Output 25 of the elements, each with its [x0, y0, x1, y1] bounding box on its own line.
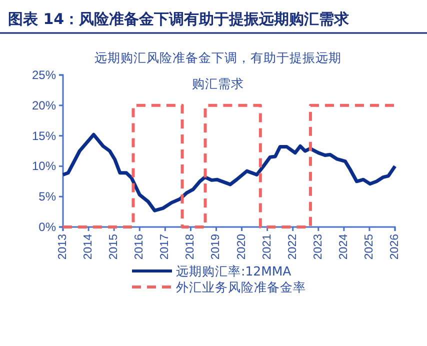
legend-label: 外汇业务风险准备金率: [176, 280, 306, 294]
x-tick-label: 2017: [159, 234, 172, 260]
x-tick-label: 2022: [286, 234, 299, 260]
y-tick-label: 15%: [32, 128, 56, 143]
x-tick-label: 2018: [184, 234, 197, 260]
x-tick-label: 2021: [261, 234, 274, 260]
x-tick-label: 2019: [210, 234, 222, 260]
x-tick-label: 2016: [134, 234, 146, 260]
x-tick-label: 2025: [363, 234, 376, 260]
x-tick-label: 2013: [57, 234, 69, 260]
x-tick-label: 2014: [82, 233, 95, 260]
y-tick-label: 5%: [38, 190, 56, 204]
annotation: 远期购汇风险准备金下调，有助于提振远期购汇需求: [94, 50, 342, 91]
x-tick-label: 2023: [312, 234, 324, 260]
y-tick-label: 10%: [32, 159, 56, 174]
y-tick-label: 25%: [32, 68, 56, 82]
chart-title: 图表 14：风险准备金下调有助于提振远期购汇需求: [8, 10, 350, 28]
y-tick-label: 20%: [32, 98, 56, 112]
x-tick-label: 2026: [389, 234, 401, 260]
y-tick-label: 0%: [38, 220, 56, 234]
line-series: [61, 132, 397, 212]
x-tick-label: 2024: [338, 233, 350, 260]
x-tick-label: 2020: [236, 234, 248, 260]
x-tick-label: 2015: [108, 234, 120, 260]
legend-label: 远期购汇率:12MMA: [176, 264, 292, 278]
